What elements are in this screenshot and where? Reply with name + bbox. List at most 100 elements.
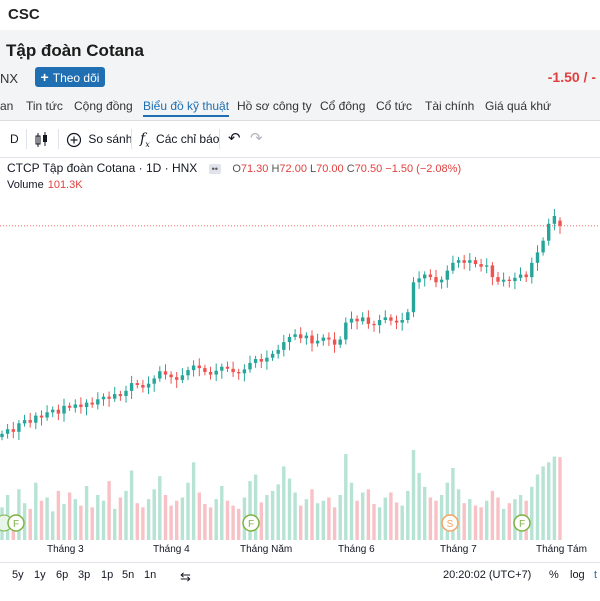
candle-body [259,359,263,362]
candle-body [394,320,399,323]
low-label: L [310,163,317,175]
candle-body [237,372,241,374]
candle-body [197,365,201,369]
volume-bar [485,500,489,540]
volume-bar [507,503,511,540]
time-axis: Tháng 3 Tháng 4 Tháng Năm Tháng 6 Tháng … [0,540,600,560]
high-label: H [271,163,280,175]
volume-bar [231,505,235,540]
event-marker[interactable]: F [7,514,25,532]
range-5d[interactable]: 5n [122,569,135,581]
range-1y[interactable]: 1y [34,569,46,581]
candle-body [118,394,123,397]
tab-dividends[interactable]: Cổ tức [376,99,413,113]
event-marker-label: F [248,519,254,530]
candle-body [349,318,354,323]
candle-body [163,371,168,375]
clock-readout: 20:20:02 (UTC+7) [443,569,532,581]
volume-bar [158,476,162,540]
candle-body [141,385,145,388]
follow-button[interactable]: + Theo dõi [35,67,105,87]
volume-bar [124,490,128,540]
x-tick-label: Tháng 7 [440,544,477,555]
candle-body [355,318,359,322]
volume-bar [451,468,455,540]
volume-bar [383,497,387,540]
plus-icon: + [40,69,49,85]
candle-body [56,409,61,414]
range-3m[interactable]: 3p [78,569,91,581]
candle-body [169,374,173,378]
volume-bar [84,486,89,540]
date-range-icon[interactable]: ⇆ [180,569,191,584]
tab-community[interactable]: Cộng đồng [74,99,133,113]
undo-icon[interactable]: ↶ [228,130,241,147]
stock-header: Tập đoàn Cotana NX + Theo dõi -1.50 / - [0,30,600,96]
volume-bar [169,505,173,540]
volume-bar [259,502,263,540]
candle-body [496,277,500,282]
range-6m[interactable]: 6p [56,569,69,581]
compare-button[interactable]: So sánh [66,121,132,157]
event-marker[interactable]: F [513,514,531,532]
candle-body [541,240,545,253]
volume-bar [411,450,416,540]
volume-bar [473,505,478,540]
chart-toolbar: D So sánh fx Các chỉ báo ↶ ↷ [0,121,600,158]
volume-bar [39,500,44,540]
event-marker[interactable]: F [242,514,260,532]
volume-bar [287,478,292,540]
tab-overview[interactable]: an [0,99,14,113]
candles [0,208,562,441]
volume-bar [377,507,382,540]
candle-body [45,412,49,418]
legend-toggle[interactable]: •• [208,164,221,174]
range-5y[interactable]: 5y [12,569,24,581]
candle-body [124,390,128,396]
event-marker[interactable]: S [441,514,459,532]
volume-bar [423,486,427,540]
interval-button[interactable]: D [10,132,19,146]
candle-body [361,317,365,322]
candle-body [242,369,247,374]
candle-body [383,317,387,320]
candle-body [67,405,72,408]
ticker-symbol: CSC [8,6,40,23]
indicators-button[interactable]: fx Các chỉ báo [140,121,219,157]
volume-bar [79,505,83,540]
candle-body [79,404,83,408]
redo-icon[interactable]: ↷ [250,130,263,147]
candle-body [451,262,455,271]
candle-body [332,339,337,345]
open-label: O [232,163,241,175]
tab-technical-chart[interactable]: Biểu đồ kỹ thuật [143,99,230,117]
tab-shareholders[interactable]: Cổ đông [320,99,366,113]
candle-body [220,366,224,371]
candle-body [439,279,444,283]
tab-news[interactable]: Tin tức [26,99,63,113]
candle-style-button[interactable] [34,121,50,157]
volume-value: 101.3K [47,179,83,191]
volume-bar [355,500,359,540]
volume-bar [490,490,495,540]
range-1m[interactable]: 1p [101,569,114,581]
range-1d[interactable]: 1n [144,569,157,581]
volume-bar [146,499,151,540]
log-toggle[interactable]: log [570,569,585,581]
candle-body [321,337,325,341]
tab-financials[interactable]: Tài chính [425,99,475,113]
candle-body [406,312,410,320]
volume-bar [372,504,376,540]
volume-bar [17,489,21,540]
candle-body [253,359,258,363]
volume-bar [293,492,297,540]
tab-company-profile[interactable]: Hồ sơ công ty [237,99,312,113]
volume-bar [34,482,38,540]
ohlc-values: O71.30 H72.00 L70.00 C70.50 −1.50 (−2.08… [232,163,461,175]
tab-historical-prices[interactable]: Giá quá khứ [485,99,552,113]
auto-toggle[interactable]: t [594,569,598,581]
volume-bar [321,500,325,540]
percent-toggle[interactable]: % [549,569,559,581]
